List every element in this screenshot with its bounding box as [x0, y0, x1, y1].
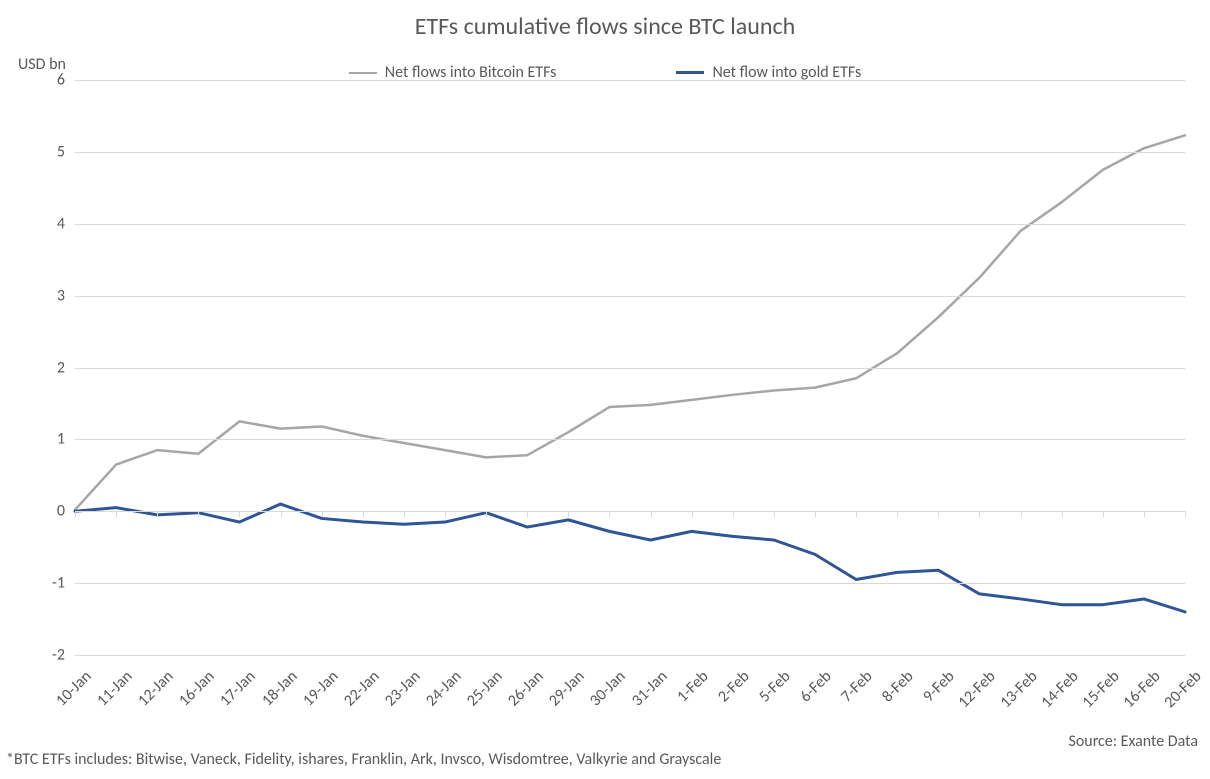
- x-tick-mark: [609, 511, 610, 517]
- gridline: [75, 439, 1185, 440]
- x-tick-mark: [157, 511, 158, 517]
- x-tick-mark: [363, 511, 364, 517]
- y-tick-label: 4: [15, 214, 65, 233]
- x-tick-mark: [568, 511, 569, 517]
- x-tick-mark: [322, 511, 323, 517]
- x-tick-mark: [116, 511, 117, 517]
- x-tick-mark: [527, 511, 528, 517]
- series-line: [75, 504, 1185, 612]
- x-tick-mark: [897, 511, 898, 517]
- gridline: [75, 511, 1185, 512]
- gridline: [75, 152, 1185, 153]
- x-tick-mark: [75, 511, 76, 517]
- x-tick-mark: [404, 511, 405, 517]
- x-tick-mark: [938, 511, 939, 517]
- chart-title: ETFs cumulative flows since BTC launch: [0, 12, 1210, 41]
- x-tick-mark: [486, 511, 487, 517]
- legend-label: Net flows into Bitcoin ETFs: [385, 63, 557, 82]
- y-tick-label: -1: [15, 574, 65, 593]
- x-tick-mark: [774, 511, 775, 517]
- gridline: [75, 368, 1185, 369]
- x-tick-mark: [651, 511, 652, 517]
- x-tick-mark: [281, 511, 282, 517]
- x-tick-mark: [979, 511, 980, 517]
- x-tick-mark: [856, 511, 857, 517]
- x-tick-mark: [692, 511, 693, 517]
- legend-item: Net flows into Bitcoin ETFs: [349, 63, 557, 82]
- legend-swatch: [676, 71, 704, 74]
- y-tick-label: 3: [15, 286, 65, 305]
- x-tick-mark: [1021, 511, 1022, 517]
- chart-container: ETFs cumulative flows since BTC launch U…: [0, 0, 1210, 779]
- series-line: [75, 135, 1185, 509]
- legend-swatch: [349, 72, 377, 74]
- y-tick-label: -2: [15, 646, 65, 665]
- legend: Net flows into Bitcoin ETFs Net flow into…: [0, 63, 1210, 82]
- x-tick-mark: [239, 511, 240, 517]
- y-tick-label: 5: [15, 142, 65, 161]
- x-tick-mark: [1144, 511, 1145, 517]
- y-tick-label: 2: [15, 358, 65, 377]
- x-tick-mark: [198, 511, 199, 517]
- source-label: Source: Exante Data: [1069, 732, 1199, 751]
- gridline: [75, 583, 1185, 584]
- y-tick-label: 1: [15, 430, 65, 449]
- gridline: [75, 296, 1185, 297]
- legend-item: Net flow into gold ETFs: [676, 63, 861, 82]
- x-tick-mark: [445, 511, 446, 517]
- x-tick-mark: [815, 511, 816, 517]
- y-tick-label: 0: [15, 502, 65, 521]
- x-tick-mark: [1103, 511, 1104, 517]
- gridline: [75, 655, 1185, 656]
- x-tick-mark: [733, 511, 734, 517]
- x-tick-mark: [1185, 511, 1186, 517]
- legend-label: Net flow into gold ETFs: [712, 63, 861, 82]
- footnote: *BTC ETFs includes: Bitwise, Vaneck, Fid…: [6, 750, 721, 769]
- plot-area: [75, 80, 1185, 655]
- gridline: [75, 224, 1185, 225]
- x-tick-mark: [1062, 511, 1063, 517]
